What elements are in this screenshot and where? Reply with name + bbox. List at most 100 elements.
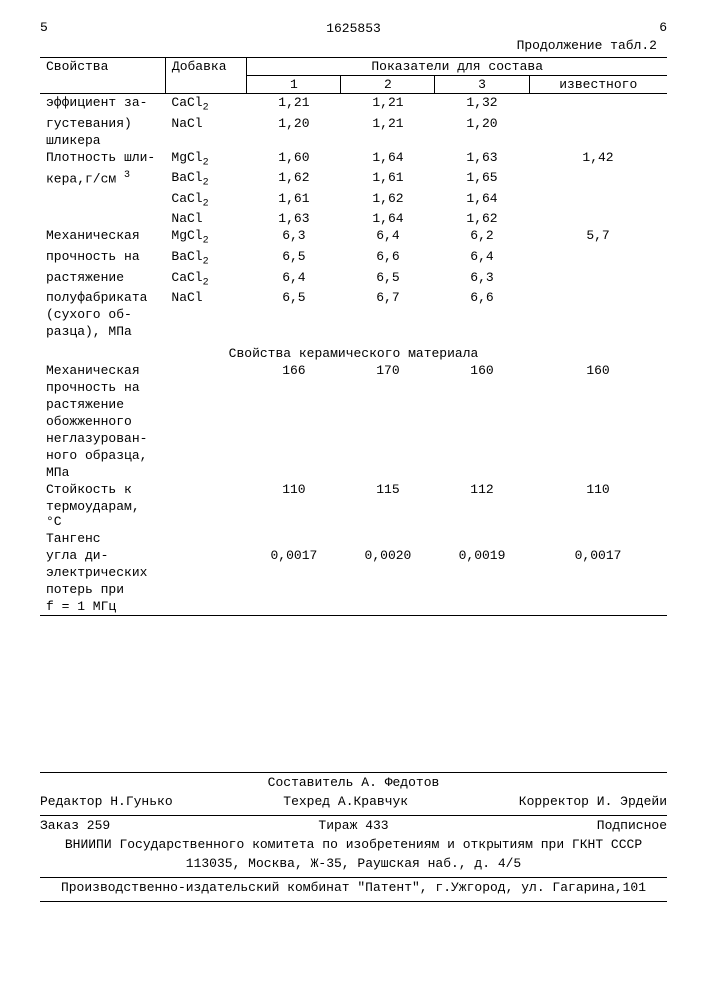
table-cell [341, 530, 435, 547]
table-cell: 6,4 [435, 248, 529, 269]
table-cell [247, 581, 341, 598]
table-cell: 1,21 [247, 94, 341, 115]
table-cell [341, 598, 435, 616]
header-col-known: известного [529, 76, 667, 94]
table-cell: 1,32 [435, 94, 529, 115]
table-cell: 160 [529, 362, 667, 379]
table-cell: прочность на [40, 379, 165, 396]
table-cell: NaCl [165, 289, 247, 306]
table-cell: 0,0019 [435, 547, 529, 564]
table-cell: 0,0020 [341, 547, 435, 564]
table-cell: 1,63 [435, 149, 529, 170]
table-cell [435, 530, 529, 547]
table-cell [165, 306, 247, 323]
table-cell [165, 498, 247, 530]
table-cell: 110 [247, 481, 341, 498]
table-cell [529, 564, 667, 581]
table-continuation-label: Продолжение табл.2 [40, 38, 667, 53]
table-cell: MgCl2 [165, 227, 247, 248]
table-cell [435, 306, 529, 323]
table-cell [165, 430, 247, 447]
table-cell [529, 248, 667, 269]
table-cell [165, 598, 247, 616]
footer: Составитель А. Федотов Редактор Н.Гунько… [40, 772, 667, 902]
table-cell: BaCl2 [165, 169, 247, 190]
table-cell: 1,60 [247, 149, 341, 170]
footer-order: Заказ 259 [40, 818, 110, 833]
table-cell [435, 379, 529, 396]
table-cell: 6,3 [435, 269, 529, 290]
table-cell [529, 530, 667, 547]
header-indicators: Показатели для состава [247, 58, 667, 76]
table-cell [529, 115, 667, 132]
table-cell [341, 413, 435, 430]
table-cell [247, 530, 341, 547]
table-cell: 166 [247, 362, 341, 379]
table-cell: неглазурован- [40, 430, 165, 447]
table-cell: f = 1 МГц [40, 598, 165, 616]
table-cell [529, 498, 667, 530]
table-cell [165, 464, 247, 481]
table-cell: (сухого об- [40, 306, 165, 323]
table-cell: CaCl2 [165, 190, 247, 211]
table-cell [247, 323, 341, 340]
table-cell [165, 323, 247, 340]
table-cell: электрических [40, 564, 165, 581]
table-cell [529, 306, 667, 323]
table-cell: 6,6 [341, 248, 435, 269]
header-col-1: 1 [247, 76, 341, 94]
table-cell: 1,65 [435, 169, 529, 190]
table-cell [341, 379, 435, 396]
table-cell: 0,0017 [247, 547, 341, 564]
table-cell [529, 94, 667, 115]
data-table: Свойства Добавка Показатели для состава … [40, 57, 667, 618]
table-cell [529, 169, 667, 190]
table-cell [341, 323, 435, 340]
table-cell [529, 413, 667, 430]
table-cell: 110 [529, 481, 667, 498]
table-cell [529, 447, 667, 464]
table-cell [341, 564, 435, 581]
table-cell: 1,64 [341, 149, 435, 170]
table-cell: Тангенс [40, 530, 165, 547]
table-cell [435, 323, 529, 340]
footer-techred: Техред А.Кравчук [283, 794, 408, 809]
footer-address: 113035, Москва, Ж-35, Раушская наб., д. … [40, 854, 667, 873]
table-cell: NaCl [165, 115, 247, 132]
table-cell: 6,6 [435, 289, 529, 306]
table-cell [165, 362, 247, 379]
table-cell [435, 132, 529, 149]
table-cell [529, 598, 667, 616]
table-cell [529, 396, 667, 413]
table-cell: 0,0017 [529, 547, 667, 564]
table-cell [529, 210, 667, 227]
table-cell: угла ди- [40, 547, 165, 564]
table-cell: 6,7 [341, 289, 435, 306]
table-cell: 1,64 [435, 190, 529, 211]
table-cell [341, 464, 435, 481]
table-cell [165, 413, 247, 430]
table-cell: Механическая [40, 362, 165, 379]
footer-editor: Редактор Н.Гунько [40, 794, 173, 809]
table-cell [247, 132, 341, 149]
table-cell [165, 530, 247, 547]
table-cell [529, 289, 667, 306]
header-properties: Свойства [40, 58, 165, 94]
table-cell: МПа [40, 464, 165, 481]
table-cell: 1,42 [529, 149, 667, 170]
table-cell: Механическая [40, 227, 165, 248]
table-cell: 6,4 [341, 227, 435, 248]
table-cell: 1,63 [247, 210, 341, 227]
table-cell: 6,4 [247, 269, 341, 290]
table-cell [341, 498, 435, 530]
table-cell [247, 430, 341, 447]
table-cell: 1,61 [341, 169, 435, 190]
section-title: Свойства керамического материала [40, 340, 667, 362]
table-cell: 6,5 [247, 289, 341, 306]
table-cell [247, 413, 341, 430]
table-cell [435, 447, 529, 464]
table-cell: потерь при [40, 581, 165, 598]
footer-tirage: Тираж 433 [318, 818, 388, 833]
table-cell [435, 413, 529, 430]
table-cell: Стойкость к [40, 481, 165, 498]
